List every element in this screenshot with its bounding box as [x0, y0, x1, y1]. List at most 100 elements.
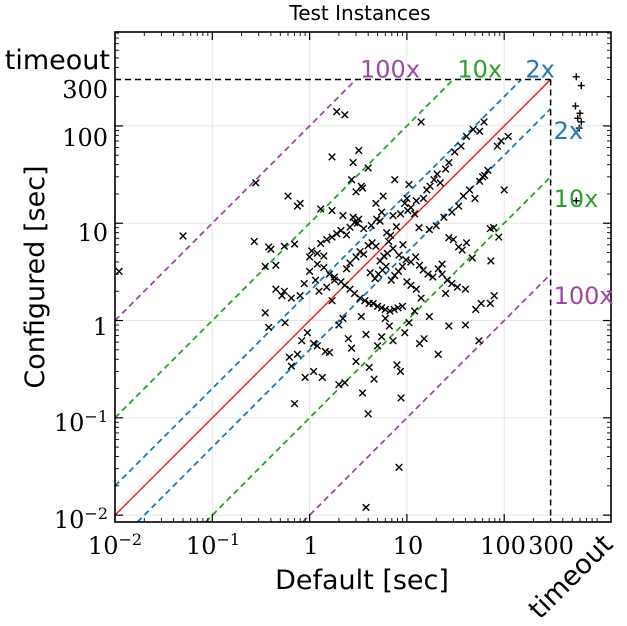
data-point — [335, 321, 343, 329]
x-tick-100: 100 — [480, 532, 526, 560]
x-tick-1: 1 — [303, 532, 318, 560]
y-tick-1: 1 — [93, 313, 108, 341]
data-point — [415, 223, 423, 232]
data-point — [341, 111, 349, 119]
data-point — [504, 132, 513, 141]
data-point — [468, 254, 477, 262]
data-point — [297, 336, 306, 345]
data-point — [352, 253, 360, 261]
data-point — [280, 242, 289, 251]
data-point — [445, 322, 453, 330]
data-point — [364, 410, 372, 418]
data-point — [379, 192, 387, 200]
data-point — [497, 137, 505, 145]
data-point — [407, 203, 415, 212]
data-point — [386, 307, 394, 315]
data-point — [469, 125, 477, 134]
data-point — [309, 367, 318, 376]
data-point — [438, 260, 446, 268]
data-point — [339, 314, 347, 323]
data-point — [387, 276, 396, 284]
plot-frame — [114, 31, 612, 523]
ref-label-upper-100x: 100x — [360, 56, 420, 84]
reference-line-labels: 2x 2x 10x 10x 100x 100x — [360, 56, 614, 311]
data-point — [381, 314, 390, 323]
data-point — [383, 249, 392, 258]
data-point — [305, 253, 314, 261]
data-point — [290, 399, 299, 408]
ref-label-upper-2x: 2x — [525, 56, 554, 84]
data-point — [392, 222, 401, 231]
data-point — [313, 342, 322, 350]
data-point — [449, 235, 458, 244]
data-point — [373, 302, 382, 311]
data-point — [493, 142, 502, 150]
data-point — [250, 237, 259, 246]
ref-label-upper-10x: 10x — [457, 56, 502, 84]
data-point — [377, 208, 386, 216]
data-point — [462, 132, 471, 141]
data-point — [443, 276, 452, 284]
data-point — [397, 394, 405, 402]
data-point — [415, 261, 424, 270]
ref-line-upper-10x — [114, 78, 454, 419]
data-point — [389, 211, 397, 220]
data-point — [342, 231, 351, 239]
data-point — [458, 246, 466, 254]
data-point — [313, 249, 322, 258]
ref-label-lower-2x: 2x — [554, 117, 583, 145]
data-point — [429, 273, 437, 281]
data-point — [316, 239, 325, 248]
data-point — [325, 348, 334, 357]
data-point — [450, 148, 459, 156]
data-point — [367, 221, 376, 230]
data-point — [346, 259, 354, 267]
y-tick-10: 10 — [77, 219, 108, 247]
y-tick-0.01: 10−2 — [54, 504, 108, 534]
data-point — [267, 245, 275, 254]
data-point — [337, 226, 345, 235]
data-point — [359, 250, 368, 259]
data-point — [434, 350, 443, 359]
data-point — [459, 192, 468, 200]
data-point — [358, 389, 367, 397]
data-point — [284, 192, 292, 200]
data-point — [457, 142, 465, 150]
data-point — [438, 270, 446, 278]
data-point — [395, 251, 403, 259]
data-point — [426, 182, 434, 191]
data-point — [389, 336, 397, 345]
y-tick-100: 100 — [62, 124, 108, 152]
data-point — [489, 223, 498, 232]
data-point — [376, 217, 384, 225]
data-point — [322, 283, 331, 292]
data-point — [445, 158, 453, 167]
data-point — [328, 233, 336, 241]
data-point — [410, 307, 419, 315]
data-point — [362, 503, 370, 512]
data-point — [287, 294, 296, 302]
data-point — [419, 194, 428, 203]
data-point — [330, 273, 339, 281]
data-point — [332, 229, 341, 238]
x-tick-0.1: 10−1 — [186, 530, 240, 560]
data-point — [352, 357, 360, 366]
data-point — [341, 378, 349, 387]
reference-lines — [114, 78, 552, 523]
data-point — [261, 309, 270, 317]
data-point — [290, 240, 299, 248]
ref-line-upper-2x — [114, 78, 522, 487]
data-point — [477, 299, 485, 308]
data-point — [261, 262, 270, 271]
data-points — [115, 73, 585, 512]
data-point — [403, 194, 411, 203]
data-point — [354, 215, 363, 223]
data-point — [307, 247, 316, 255]
data-point — [384, 237, 393, 246]
data-point — [325, 270, 334, 278]
y-tick-0.1: 10−1 — [54, 407, 108, 437]
data-point — [303, 328, 312, 337]
data-point — [369, 299, 377, 308]
data-point — [478, 173, 487, 181]
data-point — [407, 281, 415, 290]
